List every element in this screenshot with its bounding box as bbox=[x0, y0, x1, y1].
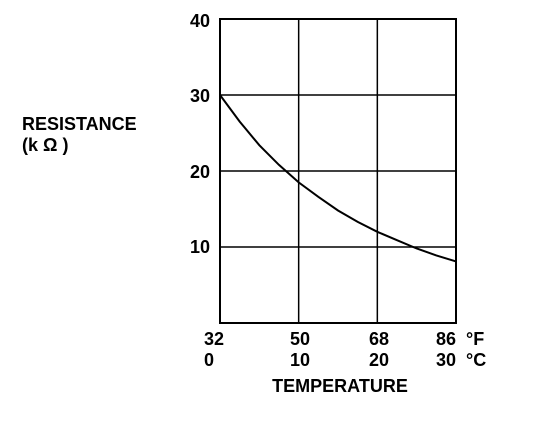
x-tick-label-f: 68 bbox=[369, 329, 389, 349]
plot-frame bbox=[219, 18, 457, 324]
y-tick-label: 20 bbox=[190, 162, 210, 182]
x-tick-label-c: 20 bbox=[369, 350, 389, 370]
x-axis-title: TEMPERATURE bbox=[272, 376, 408, 396]
resistance-curve bbox=[219, 94, 457, 263]
fahrenheit-unit: °F bbox=[466, 329, 484, 349]
x-tick-label-f: 50 bbox=[290, 329, 310, 349]
x-tick-label-c: 30 bbox=[436, 350, 456, 370]
x-tick-label-c: 10 bbox=[290, 350, 310, 370]
celsius-unit: °C bbox=[466, 350, 486, 370]
y-tick-label: 40 bbox=[190, 11, 210, 31]
y-tick-label: 30 bbox=[190, 86, 210, 106]
x-tick-label-c: 0 bbox=[204, 350, 214, 370]
x-tick-label-f: 86 bbox=[436, 329, 456, 349]
y-tick-label: 10 bbox=[190, 237, 210, 257]
y-axis-unit: (k Ω ) bbox=[22, 135, 68, 155]
y-axis-title: RESISTANCE bbox=[22, 114, 137, 134]
chart-grid bbox=[219, 18, 457, 323]
x-tick-label-f: 32 bbox=[204, 329, 224, 349]
